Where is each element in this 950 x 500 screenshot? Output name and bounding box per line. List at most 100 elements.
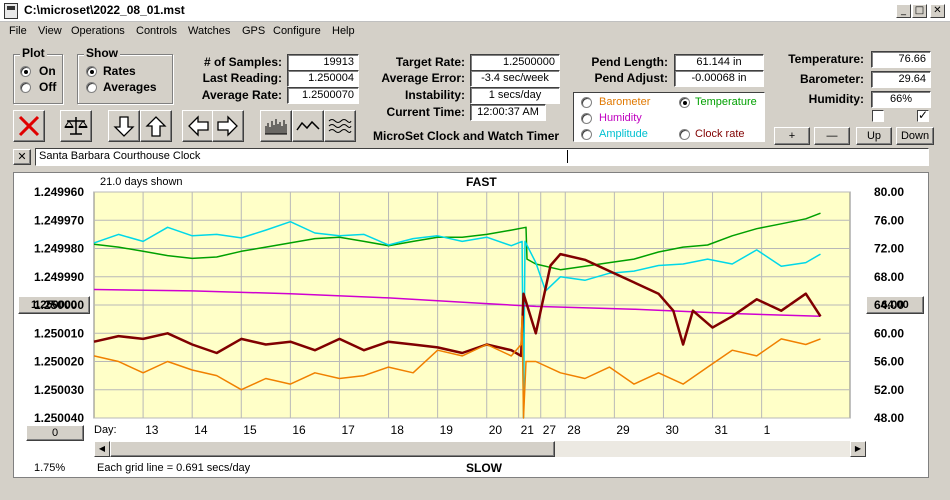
temperature-radio[interactable] bbox=[679, 97, 690, 108]
x-tick-label: 17 bbox=[341, 423, 355, 437]
left-arrow-button[interactable] bbox=[182, 110, 214, 142]
x-tick-label: 19 bbox=[440, 423, 454, 437]
x-tick-label: 15 bbox=[243, 423, 257, 437]
show-rates-radio[interactable] bbox=[86, 66, 97, 77]
menu-bar: File View Operations Controls Watches GP… bbox=[0, 22, 950, 42]
close-watch-button[interactable]: ✕ bbox=[13, 149, 31, 165]
scale-icon bbox=[64, 117, 88, 135]
option-checkbox-1[interactable] bbox=[872, 110, 884, 122]
up-button[interactable]: Up bbox=[856, 127, 892, 145]
scroll-left-button[interactable]: ◀ bbox=[94, 441, 110, 457]
up-arrow-button[interactable] bbox=[140, 110, 172, 142]
x-tick-label: 29 bbox=[616, 423, 630, 437]
last-reading-field: 1.250004 bbox=[287, 70, 359, 87]
show-averages-radio[interactable] bbox=[86, 82, 97, 93]
option-checkbox-2[interactable] bbox=[917, 108, 929, 122]
series-amplitude bbox=[93, 220, 821, 419]
histogram-button[interactable] bbox=[260, 110, 292, 142]
current-time-field: 12:00:37 AM bbox=[470, 104, 546, 121]
scroll-right-button[interactable]: ▶ bbox=[850, 441, 866, 457]
window-title: C:\microset\2022_08_01.mst bbox=[24, 3, 185, 17]
current-time-label: Current Time: bbox=[386, 105, 465, 119]
left-tick-label: 1.249990 bbox=[34, 270, 84, 284]
plot-off-label: Off bbox=[39, 80, 57, 94]
barometer-option-label: Barometer bbox=[599, 96, 651, 108]
right-tick-label: 72.00 bbox=[874, 242, 904, 256]
instability-label: Instability: bbox=[404, 88, 465, 102]
x-tick-label: 20 bbox=[489, 423, 503, 437]
pend-adjust-label: Pend Adjust: bbox=[594, 71, 668, 85]
x-tick-label: 1 bbox=[764, 423, 771, 437]
menu-watches[interactable]: Watches bbox=[188, 25, 231, 37]
x-tick-label: 14 bbox=[194, 423, 208, 437]
show-averages-label: Averages bbox=[103, 80, 157, 94]
left-tick-label: 1.250040 bbox=[34, 411, 84, 425]
clock-rate-radio[interactable] bbox=[679, 129, 690, 140]
percent-label: 1.75% bbox=[34, 462, 66, 474]
watch-name-text: Santa Barbara Courthouse Clock bbox=[39, 150, 201, 162]
average-error-label: Average Error: bbox=[381, 71, 465, 85]
right-tick-label: 60.00 bbox=[874, 326, 904, 340]
left-arrow-icon bbox=[188, 115, 209, 137]
reference-rate-button[interactable]: 1.250000 bbox=[18, 296, 90, 314]
barometer-radio[interactable] bbox=[581, 97, 592, 108]
clock-rate-option-label: Clock rate bbox=[695, 128, 745, 140]
humidity-radio[interactable] bbox=[581, 113, 592, 124]
down-button[interactable]: Down bbox=[896, 127, 934, 145]
average-rate-label: Average Rate: bbox=[201, 88, 282, 102]
humidity-field: 66% bbox=[871, 91, 931, 108]
temperature-label: Temperature: bbox=[788, 52, 864, 66]
balance-button[interactable] bbox=[60, 110, 92, 142]
series-humidity bbox=[93, 288, 821, 318]
multi-wave-icon bbox=[328, 119, 352, 133]
instability-field: 1 secs/day bbox=[470, 87, 560, 104]
pend-adjust-field: -0.00068 in bbox=[674, 70, 764, 87]
app-icon[interactable] bbox=[4, 3, 18, 19]
menu-help[interactable]: Help bbox=[332, 25, 355, 37]
left-tick-label: 1.250030 bbox=[34, 383, 84, 397]
right-tick-label: 56.00 bbox=[874, 355, 904, 369]
multi-wave-button[interactable] bbox=[324, 110, 356, 142]
menu-file[interactable]: File bbox=[9, 25, 27, 37]
minimize-button[interactable]: _ bbox=[896, 4, 911, 18]
scroll-thumb[interactable] bbox=[110, 441, 555, 457]
humidity-option-label: Humidity bbox=[599, 112, 642, 124]
down-arrow-button[interactable] bbox=[108, 110, 140, 142]
left-tick-label: 1.249980 bbox=[34, 242, 84, 256]
wave-icon bbox=[296, 120, 320, 131]
line-graph-button[interactable] bbox=[292, 110, 324, 142]
x-tick-label: 16 bbox=[292, 423, 306, 437]
reference-temp-button[interactable]: 64.00 bbox=[866, 296, 924, 314]
show-group bbox=[77, 54, 173, 104]
menu-gps[interactable]: GPS bbox=[242, 25, 266, 37]
plot-on-radio[interactable] bbox=[20, 66, 31, 77]
app-name-label: MicroSet Clock and Watch Timer bbox=[373, 129, 560, 143]
right-tick-label: 64.00 bbox=[874, 298, 904, 312]
right-arrow-button[interactable] bbox=[212, 110, 244, 142]
plus-button[interactable]: + bbox=[774, 127, 810, 145]
target-rate-label: Target Rate: bbox=[395, 55, 465, 69]
watch-name-field[interactable]: Santa Barbara Courthouse Clock bbox=[35, 148, 929, 166]
close-button[interactable]: ✕ bbox=[930, 4, 945, 18]
menu-controls[interactable]: Controls bbox=[136, 25, 177, 37]
menu-configure[interactable]: Configure bbox=[273, 25, 321, 37]
show-rates-label: Rates bbox=[103, 64, 136, 78]
menu-operations[interactable]: Operations bbox=[71, 25, 125, 37]
plot-off-radio[interactable] bbox=[20, 82, 31, 93]
left-tick-label: 1.250000 bbox=[34, 298, 84, 312]
zero-button[interactable]: 0 bbox=[26, 425, 84, 441]
maximize-button[interactable]: □ bbox=[912, 4, 927, 18]
left-tick-label: 1.249960 bbox=[34, 185, 84, 199]
temperature-field: 76.66 bbox=[871, 51, 931, 68]
clear-button[interactable] bbox=[13, 110, 45, 142]
down-arrow-icon bbox=[113, 116, 135, 137]
samples-field: 19913 bbox=[287, 54, 359, 71]
series-clock-rate bbox=[93, 252, 822, 358]
x-axis-label: Day: bbox=[94, 424, 117, 436]
show-group-title: Show bbox=[84, 46, 120, 60]
menu-view[interactable]: View bbox=[38, 25, 62, 37]
x-tick-label: 31 bbox=[715, 423, 729, 437]
minus-button[interactable]: — bbox=[814, 127, 850, 145]
histogram-icon bbox=[265, 119, 287, 135]
amplitude-radio[interactable] bbox=[581, 129, 592, 140]
